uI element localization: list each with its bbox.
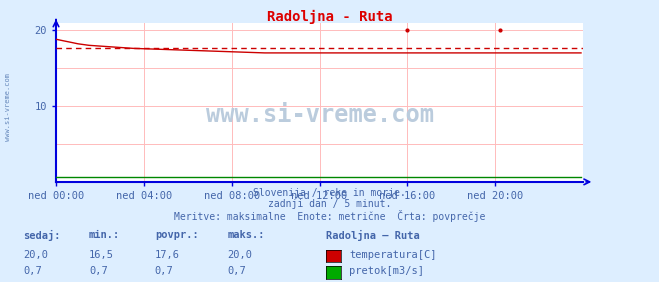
Text: Slovenija / reke in morje.: Slovenija / reke in morje.: [253, 188, 406, 197]
Text: Meritve: maksimalne  Enote: metrične  Črta: povprečje: Meritve: maksimalne Enote: metrične Črta…: [174, 210, 485, 222]
Text: 20,0: 20,0: [23, 250, 48, 259]
Text: 0,7: 0,7: [89, 266, 107, 276]
Text: sedaj:: sedaj:: [23, 230, 61, 241]
Text: min.:: min.:: [89, 230, 120, 240]
Text: temperatura[C]: temperatura[C]: [349, 250, 437, 259]
Text: Radoljna – Ruta: Radoljna – Ruta: [326, 230, 420, 241]
Text: 16,5: 16,5: [89, 250, 114, 259]
Text: Radoljna - Ruta: Radoljna - Ruta: [267, 10, 392, 24]
Text: pretok[m3/s]: pretok[m3/s]: [349, 266, 424, 276]
Text: povpr.:: povpr.:: [155, 230, 198, 240]
Text: 0,7: 0,7: [155, 266, 173, 276]
Text: 20,0: 20,0: [227, 250, 252, 259]
Text: www.si-vreme.com: www.si-vreme.com: [206, 103, 434, 127]
Text: 0,7: 0,7: [23, 266, 42, 276]
Text: zadnji dan / 5 minut.: zadnji dan / 5 minut.: [268, 199, 391, 209]
Text: 17,6: 17,6: [155, 250, 180, 259]
Text: www.si-vreme.com: www.si-vreme.com: [5, 73, 11, 141]
Text: 0,7: 0,7: [227, 266, 246, 276]
Text: maks.:: maks.:: [227, 230, 265, 240]
